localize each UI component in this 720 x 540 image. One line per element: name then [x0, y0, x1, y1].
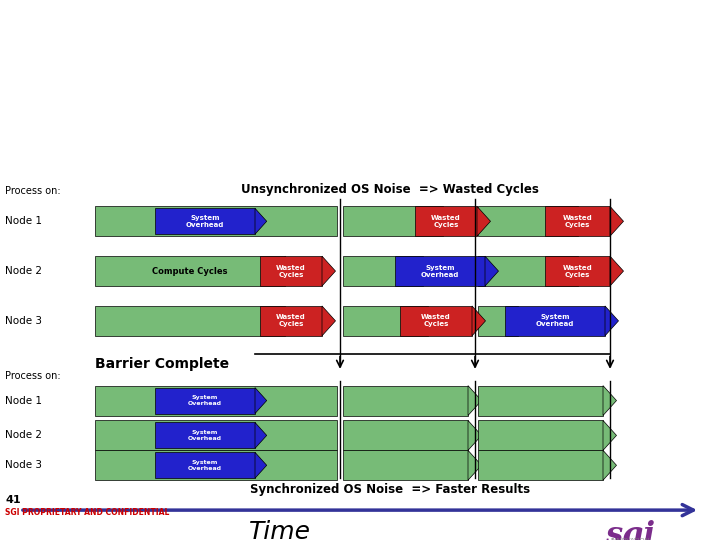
Text: Barrier Complete: Barrier Complete [95, 357, 229, 370]
Text: INNOVATION
FOR RESULTS: INNOVATION FOR RESULTS [609, 538, 651, 540]
Bar [155, 388, 255, 414]
Polygon shape [255, 388, 266, 414]
Bar [95, 206, 337, 236]
Bar [478, 450, 603, 480]
Text: Significant Speedups for Parallel Workloads: Significant Speedups for Parallel Worklo… [11, 63, 455, 80]
Bar [545, 256, 610, 286]
Bar [260, 256, 322, 286]
Polygon shape [610, 256, 624, 286]
Text: Node 1: Node 1 [5, 217, 42, 226]
Bar [260, 306, 322, 336]
Text: Unsynchronized OS Noise  => Wasted Cycles: Unsynchronized OS Noise => Wasted Cycles [241, 184, 539, 197]
Text: Synchronized OS Noise  => Faster Results: Synchronized OS Noise => Faster Results [250, 483, 530, 496]
Bar [415, 206, 477, 236]
Bar [505, 306, 605, 336]
Text: Compute Cycles: Compute Cycles [152, 267, 228, 275]
Text: System
Overhead: System Overhead [188, 395, 222, 406]
Bar [478, 256, 578, 286]
Bar [95, 450, 337, 480]
Text: Wasted
Cycles: Wasted Cycles [562, 265, 593, 278]
Polygon shape [485, 256, 498, 286]
Text: Process on:: Process on: [5, 370, 60, 381]
Text: System
Overhead: System Overhead [536, 314, 574, 327]
Bar [343, 386, 468, 415]
Text: Wasted
Cycles: Wasted Cycles [562, 215, 593, 228]
Bar [478, 206, 578, 236]
Text: Carlsbad SW: OS Noise (overhead) Synchronization: Carlsbad SW: OS Noise (overhead) Synchro… [11, 16, 544, 36]
Bar [343, 256, 423, 286]
Text: Node 1: Node 1 [5, 396, 42, 406]
Bar [95, 421, 337, 450]
Bar [545, 206, 610, 236]
Text: Node 3: Node 3 [5, 460, 42, 470]
Bar [478, 306, 518, 336]
Polygon shape [322, 256, 336, 286]
Bar [155, 453, 255, 478]
Text: sgi: sgi [605, 520, 655, 540]
Bar [478, 421, 603, 450]
Bar [478, 386, 603, 415]
Bar [395, 256, 485, 286]
Polygon shape [468, 421, 482, 450]
Polygon shape [603, 450, 616, 480]
Polygon shape [468, 450, 482, 480]
Polygon shape [477, 206, 490, 236]
Text: SGI PROPRIETARY AND CONFIDENTIAL: SGI PROPRIETARY AND CONFIDENTIAL [5, 508, 169, 517]
Bar [343, 421, 468, 450]
Bar [95, 256, 285, 286]
Text: Node 2: Node 2 [5, 266, 42, 276]
Bar [95, 386, 337, 415]
Polygon shape [255, 453, 266, 478]
Polygon shape [610, 206, 624, 236]
Polygon shape [322, 306, 336, 336]
Text: System
Overhead: System Overhead [186, 215, 224, 228]
Text: System
Overhead: System Overhead [188, 430, 222, 441]
Polygon shape [603, 386, 616, 415]
Text: Wasted
Cycles: Wasted Cycles [276, 314, 306, 327]
Bar [343, 450, 468, 480]
Polygon shape [255, 422, 266, 448]
Polygon shape [472, 306, 485, 336]
Text: System
Overhead: System Overhead [420, 265, 459, 278]
Bar [343, 206, 443, 236]
Text: Wasted
Cycles: Wasted Cycles [421, 314, 451, 327]
Bar [155, 422, 255, 448]
Text: Process on:: Process on: [5, 186, 60, 197]
Bar [343, 306, 428, 336]
Text: Wasted
Cycles: Wasted Cycles [431, 215, 461, 228]
Text: 41: 41 [5, 495, 21, 505]
Text: Wasted
Cycles: Wasted Cycles [276, 265, 306, 278]
Polygon shape [605, 306, 618, 336]
Text: Node 3: Node 3 [5, 316, 42, 326]
Polygon shape [603, 421, 616, 450]
Bar [400, 306, 472, 336]
Bar [95, 306, 285, 336]
Bar [155, 208, 255, 234]
Text: System
Overhead: System Overhead [188, 460, 222, 471]
Polygon shape [285, 256, 299, 286]
Text: Node 2: Node 2 [5, 430, 42, 441]
Polygon shape [468, 386, 482, 415]
Polygon shape [255, 208, 266, 234]
Text: Time: Time [249, 520, 311, 540]
